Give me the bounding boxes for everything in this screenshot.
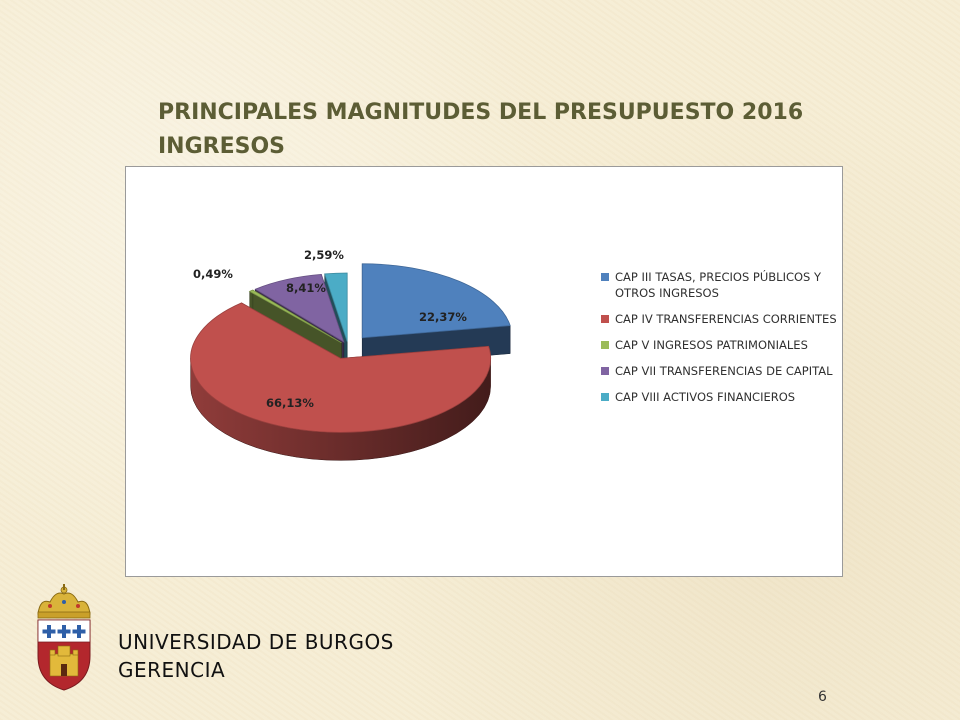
legend-swatch: [601, 273, 609, 281]
legend-swatch: [601, 393, 609, 401]
university-crest-icon: [37, 584, 91, 691]
page-number: 6: [818, 689, 827, 705]
legend-label: CAP IV TRANSFERENCIAS CORRIENTES: [615, 312, 837, 326]
institution-name: UNIVERSIDAD DE BURGOS: [118, 630, 394, 654]
legend-entry: CAP III TASAS, PRECIOS PÚBLICOS Y OTROS …: [601, 269, 841, 301]
legend-swatch: [601, 315, 609, 323]
data-label: 22,37%: [419, 310, 467, 324]
pie-chart-frame: 22,37% 66,13% 0,49% 8,41% 2,59% CAP III TASA…: [125, 166, 843, 577]
slide-title: PRINCIPALES MAGNITUDES DEL PRESUPUESTO 2…: [158, 96, 803, 164]
legend-label: CAP VII TRANSFERENCIAS DE CAPITAL: [615, 364, 833, 378]
legend-swatch: [601, 341, 609, 349]
legend-label: CAP III TASAS, PRECIOS PÚBLICOS Y OTROS …: [615, 270, 822, 300]
legend-entry: CAP V INGRESOS PATRIMONIALES: [601, 337, 841, 353]
data-label: 2,59%: [304, 248, 344, 262]
pie-slices: [190, 263, 511, 461]
data-label: 8,41%: [286, 281, 326, 295]
institution-block: UNIVERSIDAD DE BURGOS GERENCIA: [118, 628, 394, 684]
legend-entry: CAP VII TRANSFERENCIAS DE CAPITAL: [601, 363, 841, 379]
slide-title-line1: PRINCIPALES MAGNITUDES DEL PRESUPUESTO 2…: [158, 100, 804, 125]
legend-label: CAP VIII ACTIVOS FINANCIEROS: [615, 390, 796, 404]
department-name: GERENCIA: [118, 658, 226, 682]
slide-title-line2: INGRESOS: [158, 134, 286, 159]
pie-chart: 22,37% 66,13% 0,49% 8,41% 2,59%: [190, 248, 511, 461]
legend-entry: CAP VIII ACTIVOS FINANCIEROS: [601, 389, 841, 405]
legend-entry: CAP IV TRANSFERENCIAS CORRIENTES: [601, 311, 841, 327]
pie-slice: [190, 302, 491, 461]
chart-legend: CAP III TASAS, PRECIOS PÚBLICOS Y OTROS …: [601, 269, 841, 415]
data-label: 66,13%: [266, 396, 314, 410]
legend-swatch: [601, 367, 609, 375]
legend-label: CAP V INGRESOS PATRIMONIALES: [615, 338, 808, 352]
data-label: 0,49%: [193, 267, 233, 281]
